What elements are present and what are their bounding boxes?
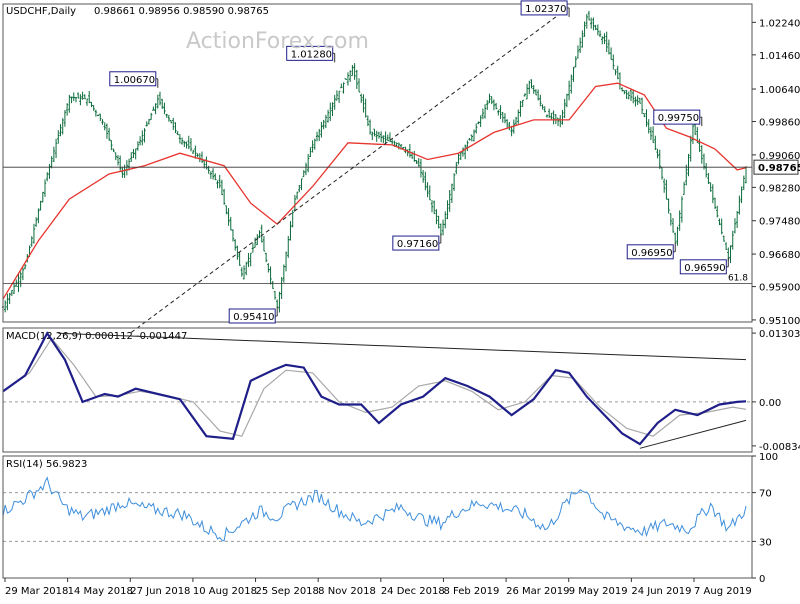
macd-panel-frame — [2, 327, 753, 453]
price-tick-label: 0.99860 — [759, 118, 800, 129]
rsi-tick-label: 30 — [759, 537, 772, 548]
macd-tick-label: 0.013034 — [759, 329, 800, 340]
macd-tick-label: 0.00 — [759, 398, 781, 409]
price-tick-label: 0.97480 — [759, 217, 800, 228]
x-tick-label: 25 Sep 2018 — [256, 586, 319, 597]
price-tick-label: 0.99060 — [759, 151, 800, 162]
rsi-title: RSI(14) 56.9823 — [6, 459, 87, 470]
x-tick-label: 24 Jun 2019 — [631, 586, 691, 597]
price-annotation-box — [109, 71, 157, 87]
price-annotation-label: 0.99750 — [658, 113, 699, 124]
rsi-line — [2, 476, 747, 542]
ohlc-label: 0.98661 0.98956 0.98590 0.98765 — [94, 6, 269, 17]
x-tick-label: 14 May 2018 — [68, 586, 133, 597]
x-tick-label: 27 Jun 2018 — [130, 586, 190, 597]
price-annotation-label: 0.96950 — [631, 248, 672, 259]
macd-line — [2, 331, 747, 446]
dashed-trendline — [130, 16, 557, 333]
price-tick-label: 0.95900 — [759, 283, 800, 294]
price-tick-label: 1.00640 — [759, 85, 800, 96]
macd-title: MACD(12,26,9) 0.000112 -0.001447 — [6, 331, 187, 342]
macd-trendline — [58, 332, 747, 361]
price-annotation-label: 0.95410 — [233, 312, 274, 323]
watermark: ActionForex.com — [186, 29, 369, 54]
x-tick-label: 29 Mar 2018 — [5, 586, 68, 597]
price-tick-label: 0.95100 — [759, 316, 800, 327]
current-price-label: 0.98765 — [758, 163, 800, 174]
macd-trendline — [639, 419, 747, 449]
fib-618-label: 61.8 — [728, 274, 748, 284]
price-annotation-label: 1.01280 — [291, 49, 332, 60]
macd-signal-line — [2, 337, 747, 437]
x-tick-label: 9 May 2019 — [569, 586, 628, 597]
price-tick-label: 0.96680 — [759, 250, 800, 261]
x-tick-label: 24 Dec 2018 — [381, 586, 445, 597]
symbol-label: USDCHF,Daily — [6, 6, 76, 17]
price-tick-label: 1.01460 — [759, 51, 800, 62]
rsi-tick-label: 100 — [759, 452, 778, 463]
price-tick-label: 1.02240 — [759, 18, 800, 29]
x-tick-label: 7 Aug 2019 — [694, 586, 752, 597]
current-price-box — [753, 159, 799, 175]
price-annotation-label: 0.97160 — [397, 239, 438, 250]
x-tick-label: 8 Feb 2019 — [443, 586, 499, 597]
x-tick-label: 10 Aug 2018 — [193, 586, 257, 597]
price-annotation-label: 0.96590 — [684, 263, 725, 274]
ema-line — [2, 82, 747, 300]
rsi-panel-frame — [2, 455, 753, 579]
x-tick-label: 8 Nov 2018 — [318, 586, 376, 597]
x-tick-label: 26 Mar 2019 — [506, 586, 569, 597]
rsi-tick-label: 70 — [759, 489, 772, 500]
price-annotation-label: 1.02370 — [525, 4, 566, 15]
price-annotation-label: 1.00670 — [114, 75, 155, 86]
price-panel-frame — [2, 3, 753, 323]
price-tick-label: 0.98280 — [759, 183, 800, 194]
macd-tick-label: -0.00834 — [759, 442, 800, 453]
rsi-tick-label: 0 — [759, 574, 765, 585]
